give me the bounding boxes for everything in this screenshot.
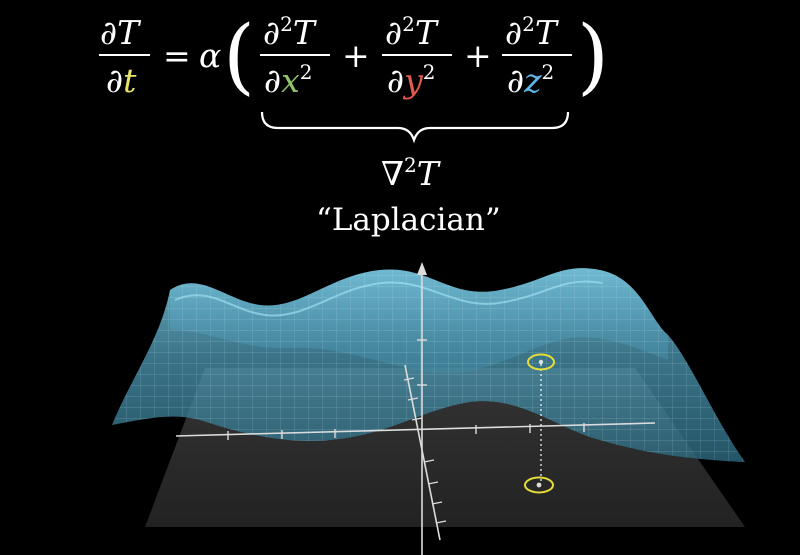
heat-equation: ∂T ∂t = α ( ∂2T ∂x2 + ∂2T ∂y2 + ∂2T ∂z2 … [99,9,609,238]
x-axis-ticks [227,423,585,440]
floor-point-dot [536,482,542,488]
y-variable: y [402,61,423,100]
alpha-symbol: α [199,36,221,75]
svg-text:∂y2: ∂y2 [387,60,435,100]
surface-point-marker [527,353,555,371]
floor-point-marker [524,476,554,494]
y-second-derivative: ∂2T ∂y2 [382,12,452,100]
svg-text:∂t: ∂t [106,61,137,100]
x-second-derivative: ∂2T ∂x2 [260,12,330,100]
x-variable: x [281,61,300,100]
svg-text:∂2T: ∂2T [505,12,560,52]
surface-ridge-highlight [174,280,603,317]
svg-text:∂2T: ∂2T [263,12,318,52]
plus-sign-2: + [464,36,492,75]
right-paren: ) [577,9,609,104]
left-paren: ( [223,9,255,104]
z-axis-ticks [417,339,427,386]
equals-sign: = [163,36,191,75]
time-variable: t [123,61,137,100]
z-second-derivative: ∂2T ∂z2 [502,12,572,100]
laplacian-operator: ∇2T [381,153,442,193]
svg-text:∂2T: ∂2T [385,12,440,52]
svg-text:∂x2: ∂x2 [264,60,312,100]
z-variable: z [523,61,542,100]
laplacian-label: “Laplacian” [316,202,501,238]
y-axis-ticks [403,377,447,524]
svg-text:∂z2: ∂z2 [507,60,554,100]
surface-point-dot [538,359,544,365]
underbrace [260,111,570,144]
x-axis [175,422,656,437]
plus-sign-1: + [342,36,370,75]
z-axis-arrowhead [417,262,427,275]
svg-text:∂T: ∂T [100,13,142,52]
y-axis [404,364,441,541]
lhs-fraction: ∂T ∂t [99,13,150,100]
